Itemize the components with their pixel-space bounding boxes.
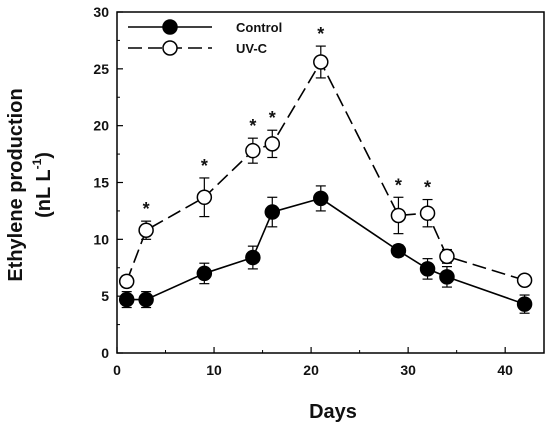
data-point	[516, 296, 533, 312]
y-tick-label: 10	[93, 231, 109, 247]
y-axis-unit-base: (nL L	[33, 169, 55, 218]
series-layer: * * * * * * *	[118, 24, 533, 314]
plot-border	[116, 11, 545, 354]
data-point	[264, 204, 281, 220]
data-point	[390, 207, 407, 224]
series-uv-c: * * * * * * *	[118, 24, 533, 290]
y-axis-title-line1: Ethylene production	[5, 88, 27, 281]
significance-marker: *	[317, 24, 324, 44]
legend-label: UV-C	[236, 41, 268, 56]
x-axis-title: Days	[309, 401, 357, 423]
y-axis-unit-text: (nL L-1)	[30, 152, 55, 218]
data-point	[419, 261, 436, 277]
series-line	[126, 197, 525, 305]
y-tick-label: 30	[93, 4, 109, 20]
significance-marker: *	[395, 175, 402, 195]
legend-marker	[162, 40, 178, 56]
y-tick-label: 5	[101, 288, 109, 304]
significance-marker: *	[201, 156, 208, 176]
data-point	[118, 291, 135, 308]
data-point	[196, 189, 213, 206]
tick-labels: 0 10 20 30 40 0 5 10 15 20 25 30	[93, 4, 513, 378]
data-point	[313, 190, 329, 207]
data-point	[313, 54, 329, 70]
series-line	[125, 60, 525, 282]
x-tick-label: 0	[113, 362, 121, 378]
data-point	[196, 265, 213, 282]
data-point	[245, 249, 261, 266]
data-point	[390, 242, 407, 259]
plot-area	[116, 11, 545, 354]
y-axis-unit-superscript: -1	[30, 158, 44, 169]
y-tick-label: 15	[93, 175, 109, 191]
series-control	[118, 185, 533, 314]
significance-marker: *	[143, 199, 150, 219]
significance-marker: *	[269, 108, 276, 128]
data-point	[516, 272, 533, 289]
legend-item: Control	[128, 19, 282, 35]
axis-ticks	[116, 11, 506, 354]
significance-marker: *	[249, 116, 256, 136]
y-tick-label: 25	[93, 61, 109, 77]
y-tick-label: 20	[93, 118, 109, 134]
data-point	[138, 291, 154, 308]
legend-marker	[162, 19, 178, 35]
x-tick-label: 40	[497, 362, 513, 378]
legend-label: Control	[236, 20, 282, 35]
x-tick-label: 20	[303, 362, 319, 378]
data-point	[245, 142, 261, 159]
data-point	[439, 248, 455, 265]
y-tick-label: 0	[101, 345, 109, 361]
x-tick-label: 10	[206, 362, 222, 378]
y-axis-title: Ethylene production	[5, 88, 27, 281]
legend: Control UV-C	[128, 19, 282, 56]
data-point	[118, 273, 135, 290]
data-point	[419, 205, 436, 221]
x-tick-label: 30	[400, 362, 416, 378]
y-axis-unit: (nL L-1)	[30, 152, 55, 218]
data-point	[264, 136, 281, 152]
legend-item: UV-C	[128, 40, 268, 56]
data-point	[439, 269, 455, 285]
data-point	[138, 222, 154, 238]
y-axis-unit-close: )	[33, 152, 55, 159]
significance-marker: *	[424, 178, 431, 198]
